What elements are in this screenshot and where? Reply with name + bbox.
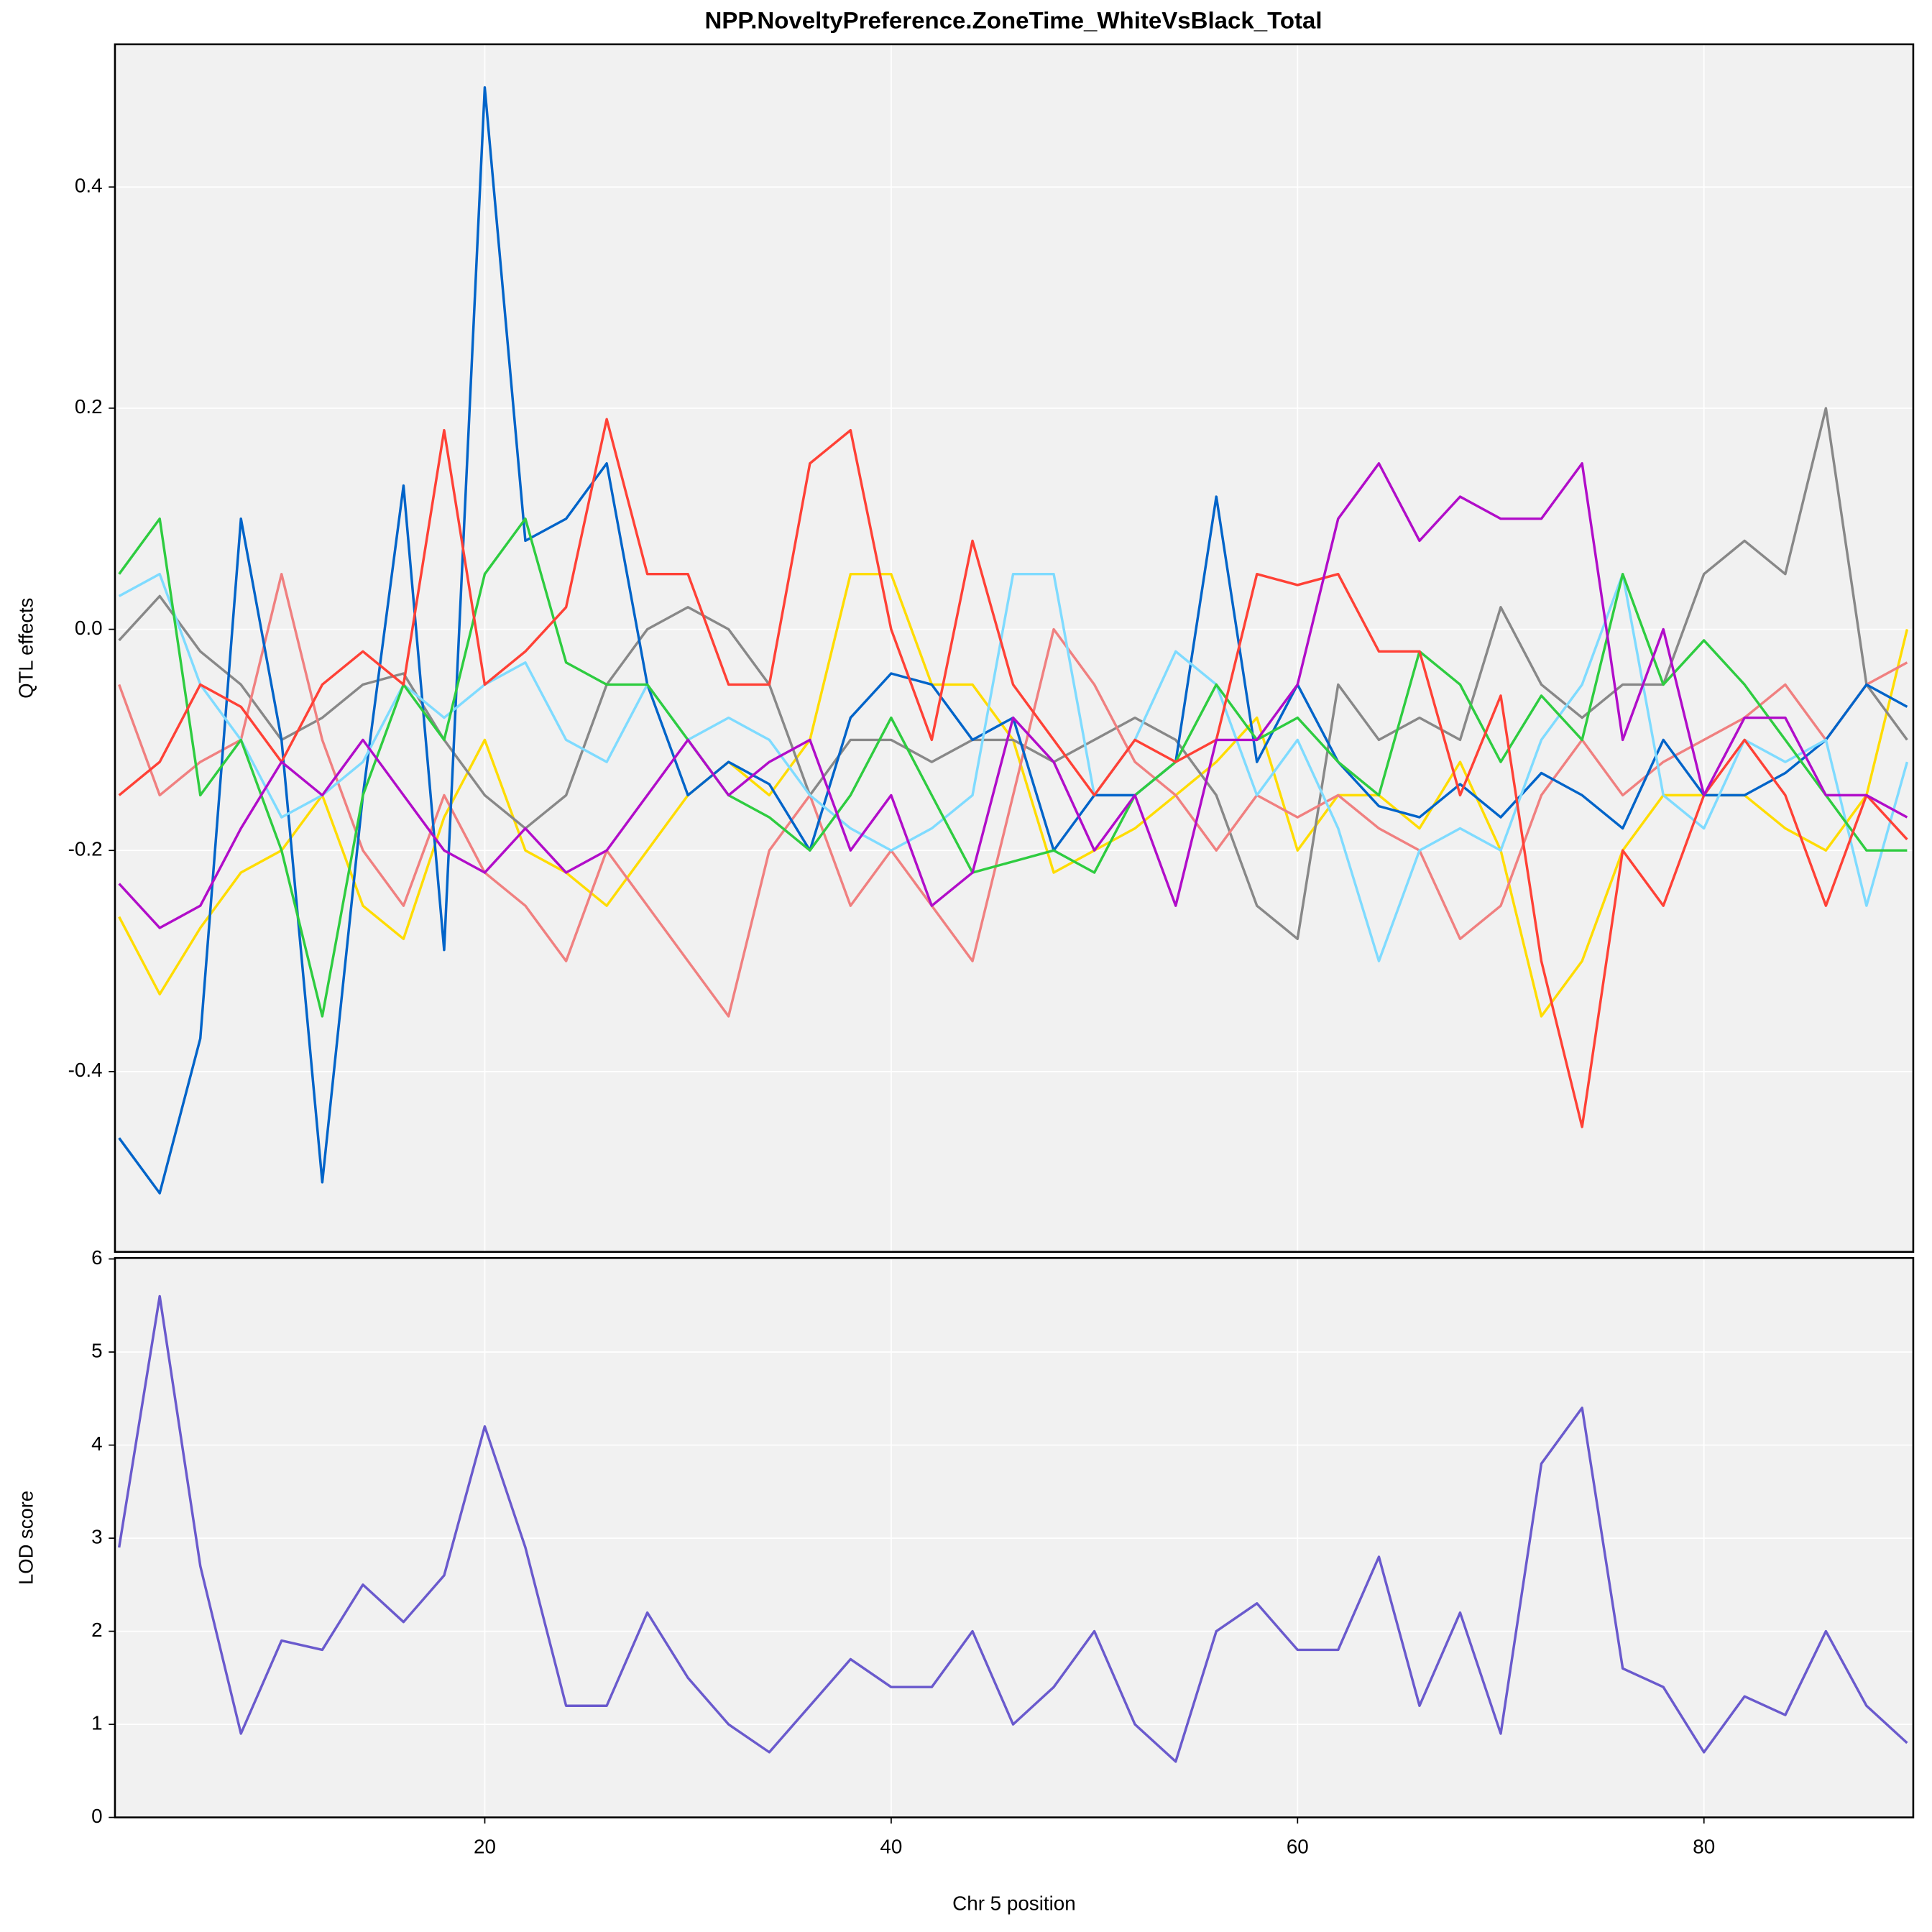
y-tick-label: 0.0: [75, 617, 103, 639]
y-tick-label: -0.2: [68, 838, 103, 860]
x-tick-label: 20: [474, 1836, 496, 1858]
y-tick-label: 1: [91, 1711, 102, 1734]
x-tick-label: 80: [1693, 1836, 1715, 1858]
y-tick-label: 2: [91, 1619, 102, 1641]
y-tick-label: -0.4: [68, 1059, 103, 1081]
plot-background: [114, 44, 1913, 1252]
plot-border: [114, 43, 1915, 1253]
chart-title: NPP.NoveltyPreference.ZoneTime_WhiteVsBl…: [705, 7, 1322, 34]
x-axis-label: Chr 5 position: [952, 1892, 1076, 1915]
y-tick-label: 6: [91, 1246, 102, 1269]
y-tick-label: 0: [91, 1805, 102, 1827]
y-tick-label: 0.4: [75, 175, 103, 197]
series-line: [118, 572, 1909, 962]
plot-border: [114, 1256, 1915, 1818]
y-axis-label: LOD score: [14, 1491, 37, 1585]
x-tick-label: 60: [1287, 1836, 1309, 1858]
series-line: [118, 418, 1908, 1128]
y-axis-label: QTL effects: [14, 598, 37, 699]
y-tick-label: 3: [91, 1525, 102, 1547]
series-line: [117, 1294, 1908, 1763]
series-line: [118, 518, 1908, 1018]
series-line: [118, 572, 1908, 1018]
y-tick-label: 5: [91, 1340, 102, 1362]
y-tick-label: 4: [91, 1432, 102, 1455]
x-tick-label: 40: [880, 1836, 902, 1858]
y-tick-label: 0.2: [75, 395, 103, 418]
series-line: [118, 462, 1908, 929]
